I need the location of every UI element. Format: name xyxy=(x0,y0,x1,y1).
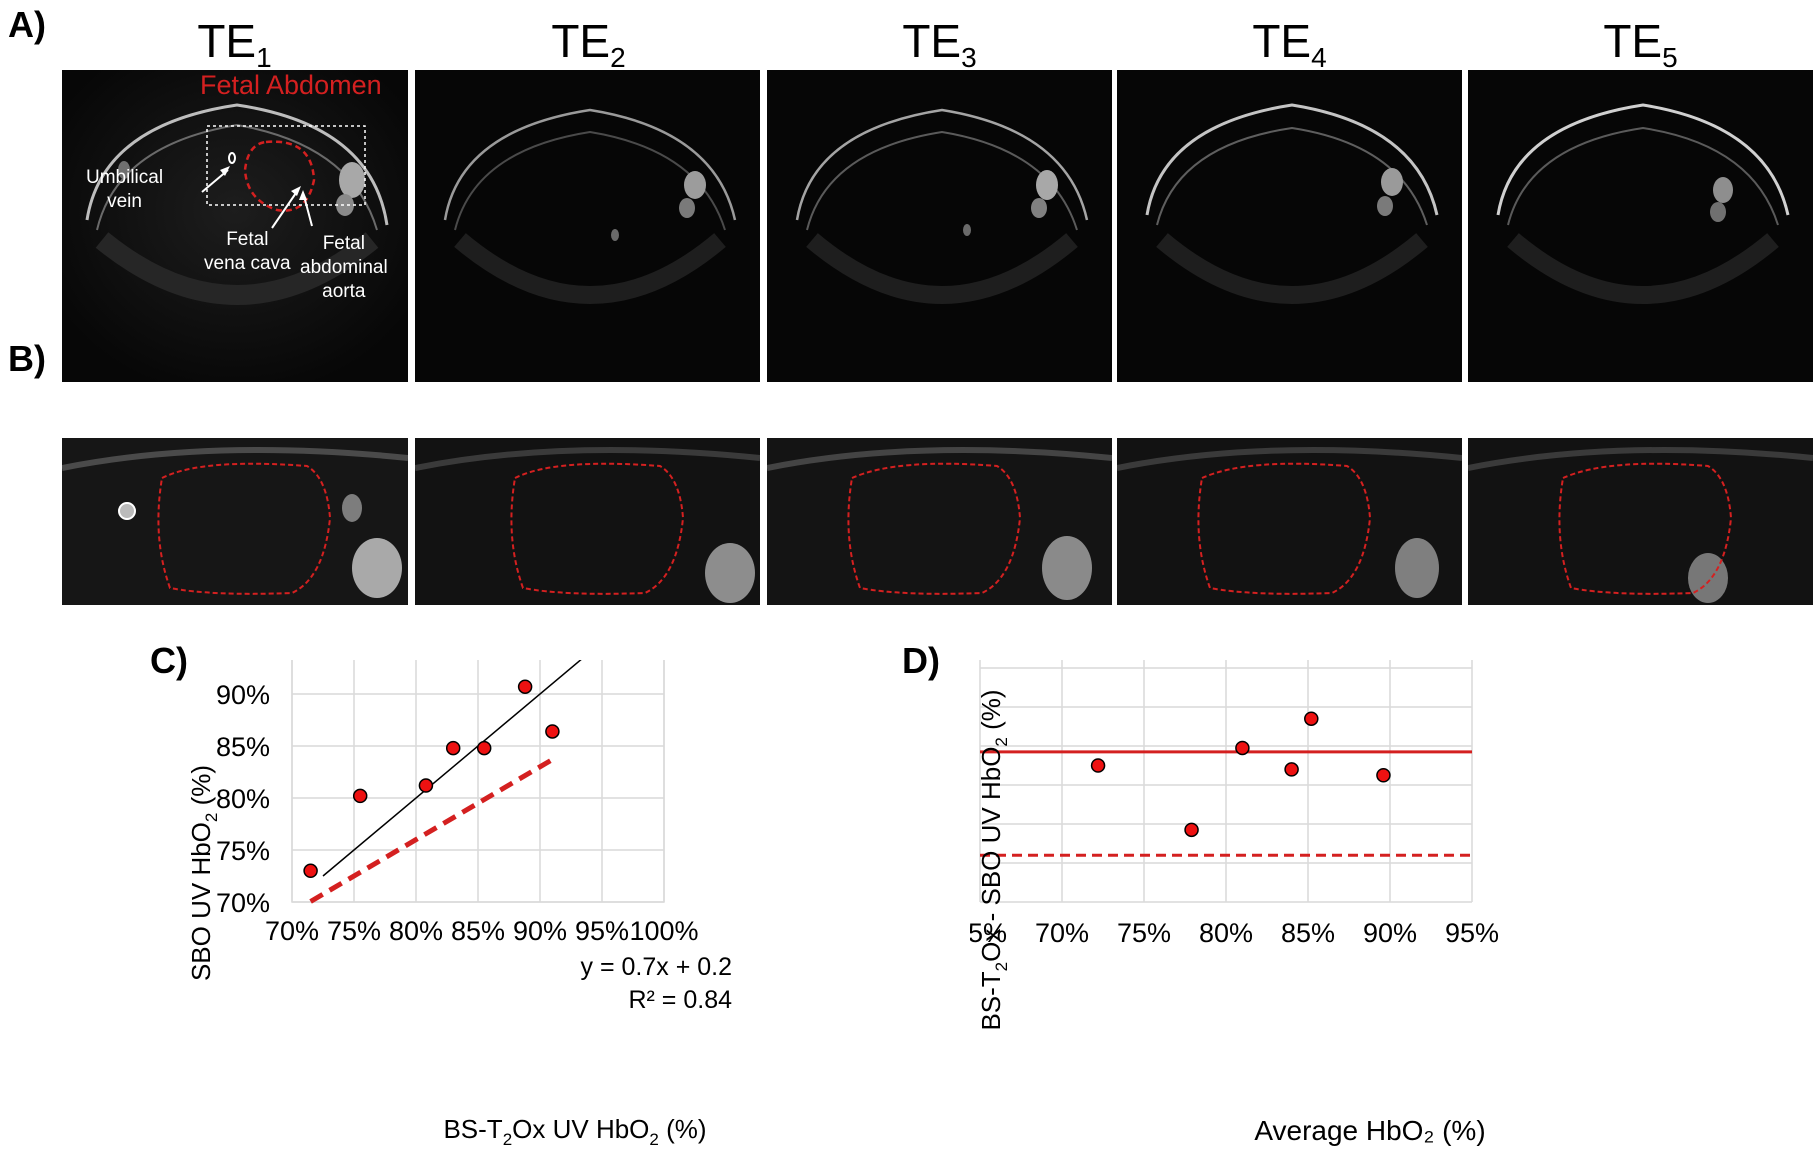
chart-c-point xyxy=(445,740,461,756)
panel-label-b: B) xyxy=(8,338,46,379)
fetal-abdomen-label: Fetal Abdomen xyxy=(200,70,382,100)
chart-c-plot-frame xyxy=(291,660,665,903)
aorta-label: Fetal abdominal aorta xyxy=(300,233,388,302)
chart-c-x-tick: 85% xyxy=(451,916,505,946)
zoom-image-te5 xyxy=(1468,438,1813,605)
te-label-4: TE4 xyxy=(1252,15,1327,73)
te-label-1: TE1 xyxy=(197,15,272,73)
chart-c-point xyxy=(476,740,492,756)
chart-c-r-squared: R² = 0.84 xyxy=(628,986,732,1014)
chart-c-x-tick: 80% xyxy=(389,916,443,946)
chart-c-x-tick: 70% xyxy=(265,916,319,946)
chart-c-x-tick: 90% xyxy=(513,916,567,946)
chart-d-x-tick: 70% xyxy=(1035,918,1089,948)
chart-d: 65%70%75%80%85%90%95%8%6%4%2%0%-2%-4%-6%… xyxy=(970,660,1499,1146)
chart-d-point xyxy=(1184,822,1199,838)
chart-d-x-tick: 85% xyxy=(1281,918,1335,948)
te-label-2: TE2 xyxy=(551,15,626,73)
chart-d-xlabel: Average HbO₂ (%) xyxy=(1254,1115,1485,1146)
zoom-image-te3 xyxy=(767,438,1112,605)
chart-c-x-tick: 95% xyxy=(575,916,629,946)
chart-d-ylabel: BS-T2Ox - SBO UV HbO2 (%) xyxy=(976,689,1011,1030)
chart-c-y-tick: 70% xyxy=(216,888,270,918)
chart-c-point xyxy=(545,724,560,739)
chart-c-y-tick: 85% xyxy=(216,732,270,762)
chart-c-x-tick: 75% xyxy=(327,916,381,946)
chart-d-point xyxy=(1235,740,1250,756)
chart-d-point xyxy=(1090,758,1106,773)
umbilical-vein-label: Umbilical vein xyxy=(86,167,164,212)
mri-image-te5 xyxy=(1468,70,1813,382)
mri-image-te4 xyxy=(1117,70,1462,382)
chart-c-y-tick: 90% xyxy=(216,680,270,710)
chart-c-point xyxy=(517,679,533,694)
mri-image-te3 xyxy=(767,70,1112,382)
chart-c-identity-line xyxy=(322,660,582,877)
te-label-5: TE5 xyxy=(1603,15,1678,73)
chart-c-y-tick: 75% xyxy=(216,836,270,866)
chart-c-x-tick: 100% xyxy=(629,916,698,946)
chart-d-point xyxy=(1376,768,1391,783)
panel-label-d: D) xyxy=(902,640,940,681)
chart-d-x-tick: 75% xyxy=(1117,918,1171,948)
chart-c-y-tick: 80% xyxy=(216,784,270,814)
chart-d-point xyxy=(1284,762,1299,777)
chart-c-xlabel: BS-T2Ox UV HbO2 (%) xyxy=(443,1114,706,1149)
panel-label-c: C) xyxy=(150,640,188,681)
te-label-3: TE3 xyxy=(902,15,977,73)
chart-c-grid xyxy=(291,660,665,903)
chart-d-x-tick: 90% xyxy=(1363,918,1417,948)
mri-image-te2 xyxy=(415,70,760,382)
chart-c-equation: y = 0.7x + 0.2 xyxy=(581,953,733,981)
chart-c-point xyxy=(418,778,434,793)
chart-d-x-tick: 95% xyxy=(1445,918,1499,948)
panel-label-a: A) xyxy=(8,4,46,45)
chart-c-point xyxy=(303,863,318,879)
chart-d-x-tick: 80% xyxy=(1199,918,1253,948)
chart-d-x-tick: 65% xyxy=(970,918,1007,948)
vena-cava-label: Fetal vena cava xyxy=(204,229,291,274)
chart-c-point xyxy=(352,788,368,804)
chart-d-point xyxy=(1304,711,1319,726)
chart-c: 70%75%80%85%90%95%100%70%75%80%85%90%95%… xyxy=(186,660,733,1149)
chart-c-ylabel: SBO UV HbO2 (%) xyxy=(186,765,221,981)
zoom-image-te2 xyxy=(415,438,760,605)
mri-image-te1 xyxy=(62,70,408,382)
zoom-image-te4 xyxy=(1117,438,1462,605)
zoom-image-te1 xyxy=(62,438,408,605)
chart-c-trendline xyxy=(309,757,554,904)
chart-d-grid xyxy=(979,660,1473,903)
